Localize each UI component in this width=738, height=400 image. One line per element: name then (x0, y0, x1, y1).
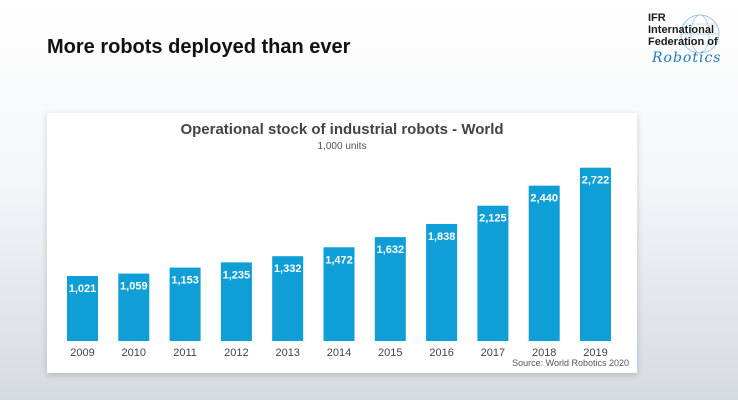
x-tick-label: 2012 (224, 347, 248, 359)
x-tick-label: 2015 (378, 347, 402, 359)
bar-value-label: 2,440 (530, 193, 558, 205)
bar-value-label: 2,722 (582, 175, 610, 187)
x-tick-label: 2011 (173, 347, 197, 359)
bar-2016 (426, 223, 458, 341)
x-tick-label: 2014 (327, 347, 351, 359)
bar-2018 (528, 185, 560, 341)
logo-text: IFR International Federation of (648, 12, 718, 48)
bar-chart: 1,021 2009 1,059 2010 1,153 2011 1,235 2012 1,33… (67, 167, 611, 359)
bar-2013 (272, 256, 304, 341)
x-tick-label: 2009 (70, 347, 94, 359)
chart-subtitle: 1,000 units (317, 141, 367, 152)
bar-value-label: 1,059 (120, 281, 148, 293)
chart-source: Source: World Robotics 2020 (512, 358, 629, 368)
slide-title: More robots deployed than ever (47, 36, 351, 58)
bar-value-label: 1,021 (69, 283, 97, 295)
chart-panel: 1,021 2009 1,059 2010 1,153 2011 1,235 2012 1,33… (47, 113, 637, 373)
bar-value-label: 1,235 (223, 269, 251, 281)
globe-icon (680, 14, 720, 54)
ifr-logo: IFR International Federation of Robotics (648, 12, 732, 68)
bar-2014 (323, 247, 355, 341)
logo-line-international: International (648, 24, 715, 36)
x-tick-label: 2018 (532, 347, 556, 359)
bar-2010 (118, 273, 150, 341)
bar-value-label: 1,472 (325, 254, 353, 266)
bar-value-label: 1,632 (377, 244, 405, 256)
logo-script: Robotics (652, 50, 722, 66)
bar-value-label: 2,125 (479, 213, 507, 225)
x-tick-label: 2013 (275, 347, 299, 359)
x-tick-label: 2016 (429, 347, 453, 359)
bar-2011 (169, 267, 201, 341)
bar-2015 (374, 237, 406, 341)
bar-2019 (580, 167, 611, 341)
x-tick-label: 2019 (583, 347, 607, 359)
x-tick-label: 2017 (481, 347, 505, 359)
bar-2017 (477, 205, 509, 341)
x-tick-label: 2010 (122, 347, 146, 359)
logo-line-federation: Federation of (648, 36, 718, 48)
bar-value-label: 1,838 (428, 231, 456, 243)
chart-title: Operational stock of industrial robots -… (180, 121, 504, 138)
logo-line-ifr: IFR (648, 12, 666, 24)
bar-value-label: 1,153 (171, 275, 199, 287)
bar-value-label: 1,332 (274, 263, 302, 275)
bar-2012 (220, 262, 252, 341)
bar-2009 (67, 275, 98, 341)
